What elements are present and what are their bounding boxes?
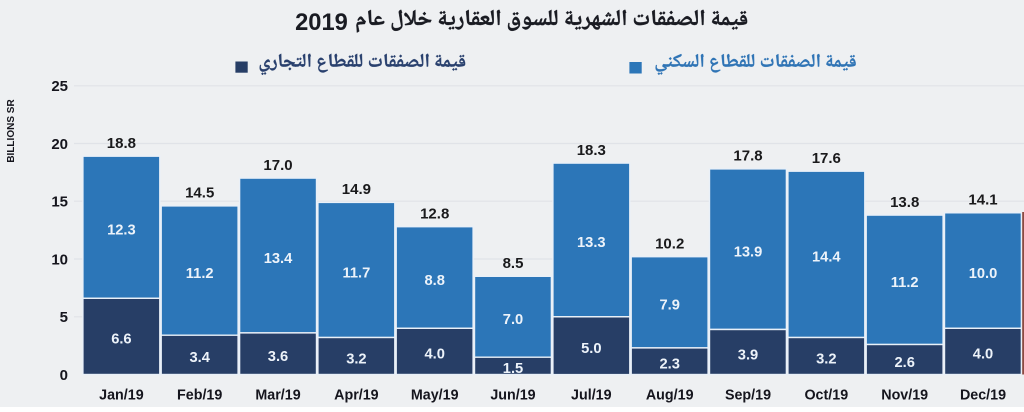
svg-text:Apr/19: Apr/19 (334, 388, 379, 404)
svg-text:4.0: 4.0 (973, 347, 993, 363)
svg-text:10.0: 10.0 (969, 266, 998, 282)
svg-text:13.8: 13.8 (890, 194, 919, 211)
svg-text:2019: 2019 (295, 10, 348, 36)
svg-text:May/19: May/19 (411, 388, 459, 404)
svg-text:BILLIONS SR: BILLIONS SR (6, 99, 17, 163)
svg-text:17.8: 17.8 (733, 148, 762, 165)
svg-text:8.5: 8.5 (503, 255, 524, 272)
svg-text:10.2: 10.2 (655, 236, 684, 253)
svg-text:5: 5 (60, 309, 68, 326)
svg-text:12.3: 12.3 (107, 223, 136, 239)
svg-text:11.2: 11.2 (891, 275, 919, 291)
svg-text:2.6: 2.6 (894, 355, 914, 371)
svg-text:15: 15 (51, 194, 68, 211)
svg-text:Mar/19: Mar/19 (255, 388, 300, 404)
svg-text:10: 10 (51, 251, 68, 268)
svg-text:13.9: 13.9 (734, 245, 763, 261)
svg-text:3.2: 3.2 (346, 351, 366, 367)
svg-text:7.0: 7.0 (503, 312, 523, 328)
svg-text:0: 0 (60, 367, 68, 384)
svg-text:7.9: 7.9 (659, 298, 679, 314)
svg-text:4.0: 4.0 (424, 347, 444, 363)
svg-text:5.0: 5.0 (581, 341, 601, 357)
svg-text:Dec/19: Dec/19 (960, 388, 1006, 404)
svg-text:14.5: 14.5 (185, 185, 214, 202)
svg-text:18.8: 18.8 (107, 135, 136, 152)
svg-text:20: 20 (51, 136, 68, 153)
svg-text:11.7: 11.7 (343, 265, 371, 281)
svg-text:25: 25 (51, 78, 68, 95)
svg-text:14.9: 14.9 (342, 181, 371, 198)
svg-text:Nov/19: Nov/19 (881, 388, 928, 404)
svg-text:18.3: 18.3 (577, 142, 606, 159)
svg-text:3.2: 3.2 (816, 351, 836, 367)
svg-text:Jan/19: Jan/19 (99, 388, 144, 404)
svg-text:3.4: 3.4 (189, 350, 210, 366)
svg-text:Aug/19: Aug/19 (646, 388, 694, 404)
svg-text:12.8: 12.8 (420, 206, 449, 223)
svg-text:8.8: 8.8 (424, 273, 444, 289)
svg-text:Oct/19: Oct/19 (804, 388, 848, 404)
svg-text:14.4: 14.4 (812, 250, 841, 266)
svg-text:6.6: 6.6 (111, 332, 131, 348)
svg-text:Sep/19: Sep/19 (725, 388, 771, 404)
svg-text:13.4: 13.4 (264, 251, 293, 267)
svg-text:14.1: 14.1 (968, 192, 997, 209)
svg-text:1.5: 1.5 (503, 361, 523, 377)
svg-text:3.9: 3.9 (738, 347, 758, 363)
svg-text:17.0: 17.0 (263, 157, 292, 174)
svg-text:17.6: 17.6 (812, 150, 841, 167)
svg-text:2.3: 2.3 (659, 357, 679, 373)
svg-text:11.2: 11.2 (186, 266, 214, 282)
svg-text:13.3: 13.3 (577, 235, 606, 251)
svg-text:Jul/19: Jul/19 (571, 388, 612, 404)
svg-text:3.6: 3.6 (268, 349, 288, 365)
svg-text:Jun/19: Jun/19 (490, 388, 535, 404)
svg-text:Feb/19: Feb/19 (177, 388, 222, 404)
